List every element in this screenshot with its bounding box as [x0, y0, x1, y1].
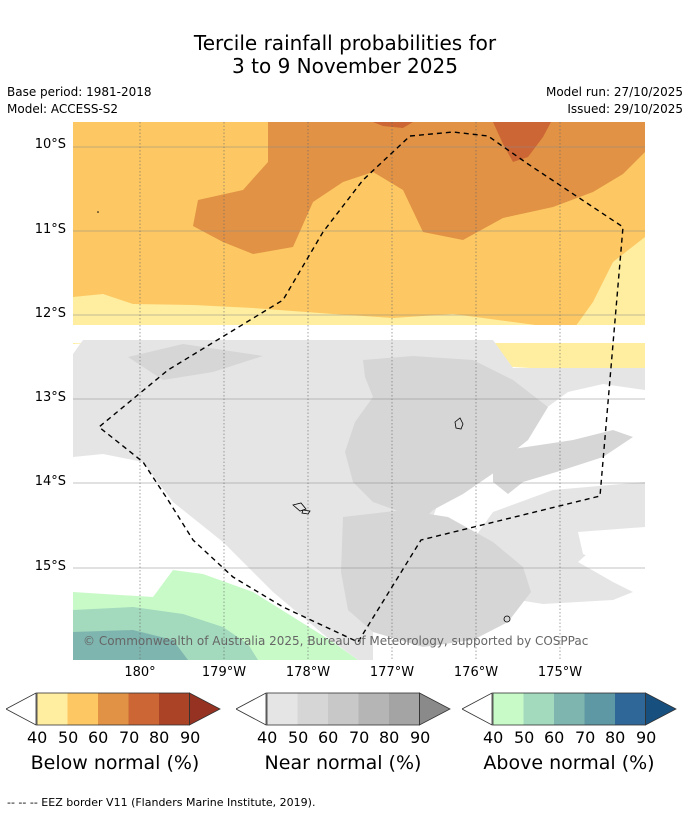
tick-near-70: 70 — [349, 728, 370, 747]
tick-below-80: 80 — [149, 728, 170, 747]
island-niuafoou — [454, 417, 464, 430]
colorbar-below-cell-80 — [159, 693, 190, 725]
eez-border — [97, 131, 624, 643]
tick-above-50: 50 — [514, 728, 535, 747]
colorbar-above-cell-70 — [584, 693, 615, 725]
lat-label-12s: 12°S — [34, 306, 66, 321]
forecast-map: © Commonwealth of Australia 2025, Bureau… — [73, 122, 645, 660]
lat-label-10s: 10°S — [34, 137, 66, 152]
region-no-signal — [73, 325, 645, 343]
lon-label-175w: 175°W — [537, 665, 583, 680]
lon-label-179w: 179°W — [201, 665, 247, 680]
island-tafahi — [503, 615, 511, 623]
tick-above-40: 40 — [483, 728, 504, 747]
tick-below-70: 70 — [119, 728, 140, 747]
colorbar-below-label: Below normal (%) — [30, 752, 200, 774]
colorbar-near-cell-50 — [297, 693, 328, 725]
tick-below-60: 60 — [88, 728, 109, 747]
lat-label-11s: 11°S — [34, 222, 66, 237]
colorbar-above-over — [645, 692, 677, 726]
issued-date: Issued: 29/10/2025 — [567, 102, 683, 116]
region-no-signal-c — [578, 527, 645, 567]
chart-title: Tercile rainfall probabilities for 3 to … — [0, 32, 690, 78]
model-run: Model run: 27/10/2025 — [545, 85, 683, 99]
region-near-50-b — [345, 356, 548, 520]
tick-near-80: 80 — [379, 728, 400, 747]
map-meridians — [139, 122, 561, 660]
eez-legend-note: -- -- -- EEZ border V11 (Flanders Marine… — [7, 796, 316, 809]
region-above-60 — [73, 630, 188, 660]
lon-label-178w: 178°W — [285, 665, 331, 680]
region-near-50-d — [341, 510, 531, 647]
colorbar-near-frame — [266, 692, 420, 726]
lat-label-15s: 15°S — [34, 559, 66, 574]
colorbar-below-cells — [37, 693, 190, 725]
tick-above-60: 60 — [544, 728, 565, 747]
colorbar-below-under — [6, 692, 37, 726]
colorbar-near-cells — [267, 693, 420, 725]
colorbar-below-frame — [36, 692, 190, 726]
region-below-70-a — [373, 122, 413, 128]
lon-label-177w: 177°W — [369, 665, 415, 680]
colorbar-above-label: Above normal (%) — [483, 752, 655, 774]
colorbar-above-under — [462, 692, 493, 726]
base-period: Base period: 1981-2018 — [7, 85, 152, 99]
colorbar-near-label: Near normal (%) — [264, 752, 422, 774]
colorbar-near-cell-40 — [267, 693, 298, 725]
colorbar-below-over — [189, 692, 221, 726]
colorbar-ticks: 40 50 60 70 80 90 40 50 60 70 80 90 40 5… — [0, 728, 690, 748]
meta-right: Model run: 27/10/2025 Issued: 29/10/2025 — [546, 84, 683, 118]
colorbar-near — [236, 692, 451, 726]
colorbar-above-cell-50 — [523, 693, 554, 725]
lat-label-13s: 13°S — [34, 390, 66, 405]
tick-near-50: 50 — [288, 728, 309, 747]
tick-near-40: 40 — [257, 728, 278, 747]
colorbar-above-cell-40 — [493, 693, 524, 725]
colorbar-below-cell-60 — [98, 693, 129, 725]
colorbar-below — [6, 692, 221, 726]
colorbar-above-frame — [492, 692, 646, 726]
meta-left: Base period: 1981-2018 Model: ACCESS-S2 — [7, 84, 152, 118]
colorbar-below-cell-70 — [128, 693, 159, 725]
tick-near-60: 60 — [318, 728, 339, 747]
tick-below-50: 50 — [58, 728, 79, 747]
colorbar-above — [462, 692, 677, 726]
title-line-1: Tercile rainfall probabilities for — [193, 31, 497, 55]
region-near-50-c — [493, 430, 633, 494]
lat-label-14s: 14°S — [34, 474, 66, 489]
island-wallis-b — [301, 509, 311, 515]
tick-near-90: 90 — [410, 728, 431, 747]
island-wallis-a — [292, 502, 307, 512]
title-line-2: 3 to 9 November 2025 — [232, 54, 458, 78]
island-dot — [97, 211, 99, 213]
region-near-50-a — [128, 344, 263, 380]
tick-above-90: 90 — [636, 728, 657, 747]
model-name: Model: ACCESS-S2 — [7, 102, 119, 116]
map-gridlines — [73, 146, 645, 569]
tick-below-90: 90 — [180, 728, 201, 747]
colorbar-above-cell-60 — [554, 693, 585, 725]
colorbar-near-over — [419, 692, 451, 726]
colorbar-above-cell-80 — [615, 693, 646, 725]
lon-label-180: 180° — [124, 665, 156, 680]
colorbar-below-cell-50 — [67, 693, 98, 725]
region-below-70-b — [493, 122, 551, 162]
colorbar-near-cell-60 — [328, 693, 359, 725]
colorbar-near-cell-80 — [389, 693, 420, 725]
colorbar-near-cell-70 — [358, 693, 389, 725]
lon-label-176w: 176°W — [453, 665, 499, 680]
map-copyright: © Commonwealth of Australia 2025, Bureau… — [83, 634, 588, 648]
tick-above-80: 80 — [605, 728, 626, 747]
tick-below-40: 40 — [27, 728, 48, 747]
colorbar-below-cell-40 — [37, 693, 68, 725]
colorbar-near-under — [236, 692, 267, 726]
region-no-signal-b — [73, 512, 153, 592]
tick-above-70: 70 — [575, 728, 596, 747]
colorbar-above-cells — [493, 693, 646, 725]
region-below-60 — [193, 122, 645, 254]
